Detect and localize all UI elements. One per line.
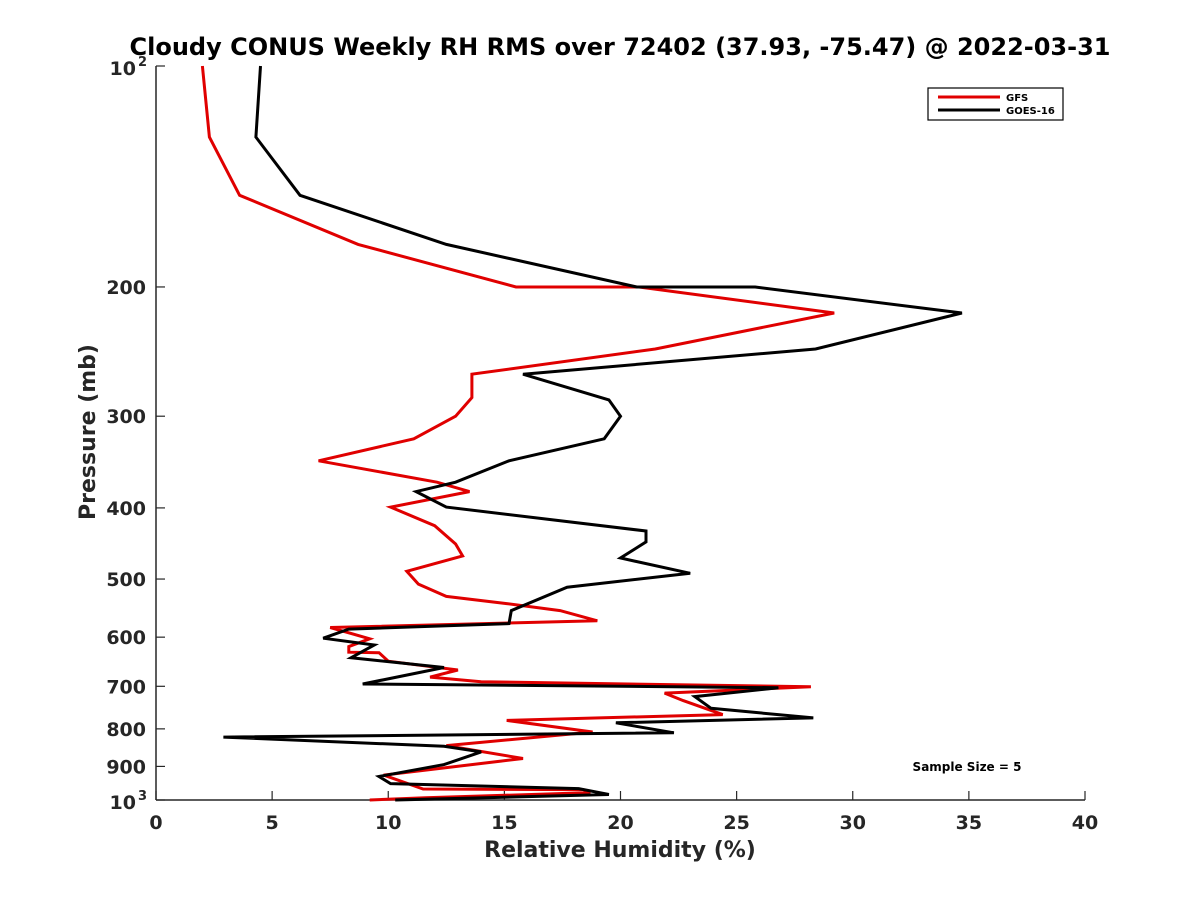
y-tick-label: 800 bbox=[106, 719, 146, 741]
y-tick-label: 10 bbox=[110, 58, 136, 80]
y-tick-label: 400 bbox=[106, 498, 146, 520]
x-tick-label: 40 bbox=[1072, 812, 1098, 834]
y-tick-label: 10 bbox=[110, 792, 136, 814]
x-tick-label: 5 bbox=[266, 812, 279, 834]
y-axis-label: Pressure (mb) bbox=[76, 344, 101, 520]
y-tick-label: 900 bbox=[106, 756, 146, 778]
x-tick-label: 15 bbox=[491, 812, 517, 834]
chart-title: Cloudy CONUS Weekly RH RMS over 72402 (3… bbox=[130, 33, 1111, 61]
y-tick-label: 700 bbox=[106, 676, 146, 698]
legend: GFS GOES-16 bbox=[927, 87, 1064, 121]
x-tick-label: 35 bbox=[956, 812, 982, 834]
y-tick-exponent: 2 bbox=[138, 55, 147, 70]
series-line-gfs bbox=[200, 65, 835, 802]
legend-box bbox=[927, 87, 1064, 121]
x-tick-label: 30 bbox=[840, 812, 866, 834]
series-lines bbox=[200, 65, 963, 802]
y-tick-label: 200 bbox=[106, 277, 146, 299]
x-axis-label: Relative Humidity (%) bbox=[484, 838, 756, 863]
y-tick-exponent: 3 bbox=[138, 789, 147, 804]
y-tick-label: 500 bbox=[106, 569, 146, 591]
y-tick-label: 300 bbox=[106, 406, 146, 428]
x-tick-label: 20 bbox=[607, 812, 633, 834]
y-tick-label: 600 bbox=[106, 627, 146, 649]
series-line-goes-16 bbox=[223, 65, 963, 802]
legend-label-goes-16: GOES-16 bbox=[1006, 106, 1055, 117]
x-tick-label: 0 bbox=[149, 812, 162, 834]
legend-label-gfs: GFS bbox=[1006, 93, 1028, 104]
sample-size-annotation: Sample Size = 5 bbox=[913, 760, 1022, 774]
x-tick-label: 25 bbox=[723, 812, 749, 834]
x-tick-label: 10 bbox=[375, 812, 401, 834]
